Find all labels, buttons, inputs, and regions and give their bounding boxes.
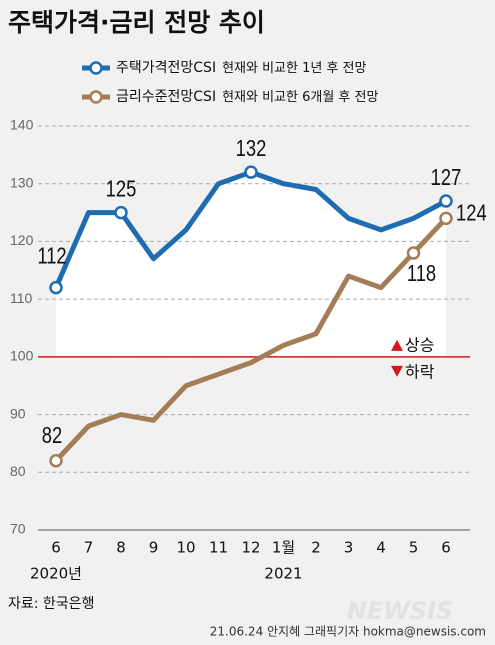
legend-name: 주택가격전망CSI [116, 60, 216, 76]
value-label: 132 [236, 136, 267, 161]
legend-label: 금리수준전망CSI 현재와 비교한 6개월 후 전망 [116, 89, 378, 105]
value-label: 127 [431, 165, 462, 190]
x-tick-label: 10 [176, 539, 195, 557]
down-label: 하락 [405, 362, 435, 381]
point-marker [114, 205, 128, 220]
x-tick-label: 9 [149, 539, 159, 557]
year-label: 2021 [264, 565, 302, 583]
point-marker [244, 165, 258, 179]
value-label: 82 [42, 423, 62, 448]
up-triangle [391, 339, 403, 351]
y-tick-label: 120 [10, 232, 34, 248]
chart-title: 주택가격·금리 전망 추이 [8, 8, 265, 37]
legend-description: 현재와 비교한 1년 후 전망 [222, 61, 366, 76]
legend-description: 현재와 비교한 6개월 후 전망 [222, 90, 378, 105]
watermark: NEWSIS [347, 597, 453, 625]
legend-marker [89, 90, 103, 104]
value-label: 124 [456, 201, 487, 226]
y-tick-label: 70 [10, 521, 26, 537]
x-tick-label: 11 [209, 539, 228, 557]
value-label: 112 [37, 244, 66, 269]
y-tick-label: 130 [10, 174, 34, 190]
legend-label: 주택가격전망CSI 현재와 비교한 1년 후 전망 [116, 60, 367, 76]
x-tick-label: 7 [84, 539, 94, 557]
y-tick-label: 80 [10, 463, 26, 479]
x-tick-label: 6 [51, 539, 61, 557]
x-tick-label: 6 [441, 539, 451, 557]
x-tick-label: 8 [116, 539, 126, 557]
year-label: 2020년 [30, 565, 82, 583]
y-tick-label: 90 [10, 405, 26, 421]
x-tick-label: 5 [409, 539, 419, 557]
credit: 21.06.24 안지혜 그래픽기자 hokma@newsis.com [210, 625, 486, 639]
point-marker [439, 194, 453, 208]
x-tick-label: 2 [311, 539, 321, 557]
point-marker [406, 246, 421, 260]
legend-name: 금리수준전망CSI [116, 89, 216, 105]
value-label: 125 [106, 177, 137, 202]
value-label: 118 [407, 261, 436, 286]
y-tick-label: 110 [10, 290, 33, 306]
legend-marker [89, 61, 103, 75]
point-marker [49, 280, 63, 295]
x-tick-label: 1월 [272, 539, 295, 557]
series-line [54, 216, 448, 463]
x-tick-label: 3 [344, 539, 354, 557]
y-tick-label: 140 [10, 117, 34, 133]
source: 자료: 한국은행 [8, 596, 94, 612]
up-label: 상승 [405, 335, 434, 354]
x-tick-label: 4 [376, 539, 386, 557]
x-tick-label: 12 [241, 539, 260, 557]
down-triangle [391, 365, 403, 377]
point-marker [49, 453, 63, 468]
point-marker [439, 211, 453, 226]
y-tick-label: 100 [10, 348, 34, 364]
